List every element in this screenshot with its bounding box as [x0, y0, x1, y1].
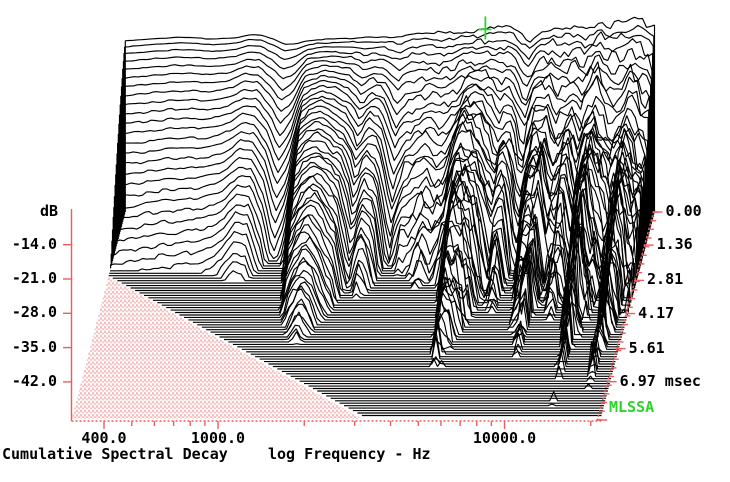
csd-slice — [201, 268, 625, 328]
axes — [63, 209, 663, 429]
csd-slice — [166, 221, 631, 309]
csd-slice — [250, 326, 618, 355]
csd-slice — [272, 344, 615, 368]
csd-slice — [144, 181, 634, 296]
csd-slice — [312, 383, 609, 390]
csd-slice — [335, 391, 606, 402]
csd-slice — [126, 174, 636, 287]
csd-slice — [117, 95, 648, 242]
csd-slice — [179, 245, 629, 316]
csd-slice — [259, 330, 617, 360]
csd-slice — [215, 266, 623, 336]
csd-slice — [290, 341, 612, 377]
csd-slice — [113, 113, 645, 254]
csd-slice — [255, 319, 617, 358]
csd-slice — [175, 201, 629, 314]
waterfall-slices — [108, 16, 656, 417]
csd-slice — [130, 180, 636, 289]
csd-slice — [121, 54, 652, 225]
csd-slice — [119, 74, 650, 232]
csd-slice — [184, 215, 627, 318]
csd-slice — [241, 320, 619, 350]
csd-slice — [232, 281, 620, 345]
csd-slice — [206, 265, 624, 331]
csd-slice — [112, 129, 643, 260]
csd-slice — [188, 244, 627, 321]
csd-slice — [157, 195, 632, 304]
csd-slice — [299, 375, 611, 382]
csd-slice — [228, 309, 621, 343]
csd-slice — [116, 99, 647, 244]
csd-slice — [122, 47, 653, 222]
csd-slice — [124, 16, 656, 212]
csd-slice — [344, 403, 604, 407]
csd-slice — [108, 145, 639, 277]
csd-slice — [286, 370, 613, 375]
csd-slice — [192, 254, 626, 323]
csd-slice — [170, 223, 629, 311]
cursor-marker — [478, 16, 492, 40]
csd-slice — [120, 61, 651, 230]
csd-slice — [124, 24, 655, 215]
csd-slice — [224, 295, 622, 341]
csd-slice — [117, 90, 649, 239]
csd-slice — [118, 83, 649, 237]
csd-slice — [113, 121, 644, 257]
csd-slice — [152, 220, 632, 301]
csd-slice — [268, 332, 615, 365]
csd-slice — [295, 365, 612, 380]
csd-slice — [118, 75, 650, 235]
csd-slice — [210, 257, 624, 333]
csd-slice — [219, 277, 622, 338]
csd-slice — [111, 139, 643, 262]
hatch-region — [71, 277, 363, 419]
csd-slice — [281, 351, 613, 372]
csd-slice — [122, 38, 654, 220]
csd-slice — [114, 114, 645, 252]
csd-slice — [109, 161, 640, 274]
csd-slice — [110, 155, 641, 269]
csd-slice — [123, 31, 654, 217]
csd-slice — [135, 190, 635, 292]
csd-slice — [161, 214, 631, 306]
csd-slice — [237, 285, 620, 348]
csd-slice — [111, 141, 642, 265]
csd-slice — [197, 257, 626, 326]
csd-slice — [120, 63, 652, 227]
